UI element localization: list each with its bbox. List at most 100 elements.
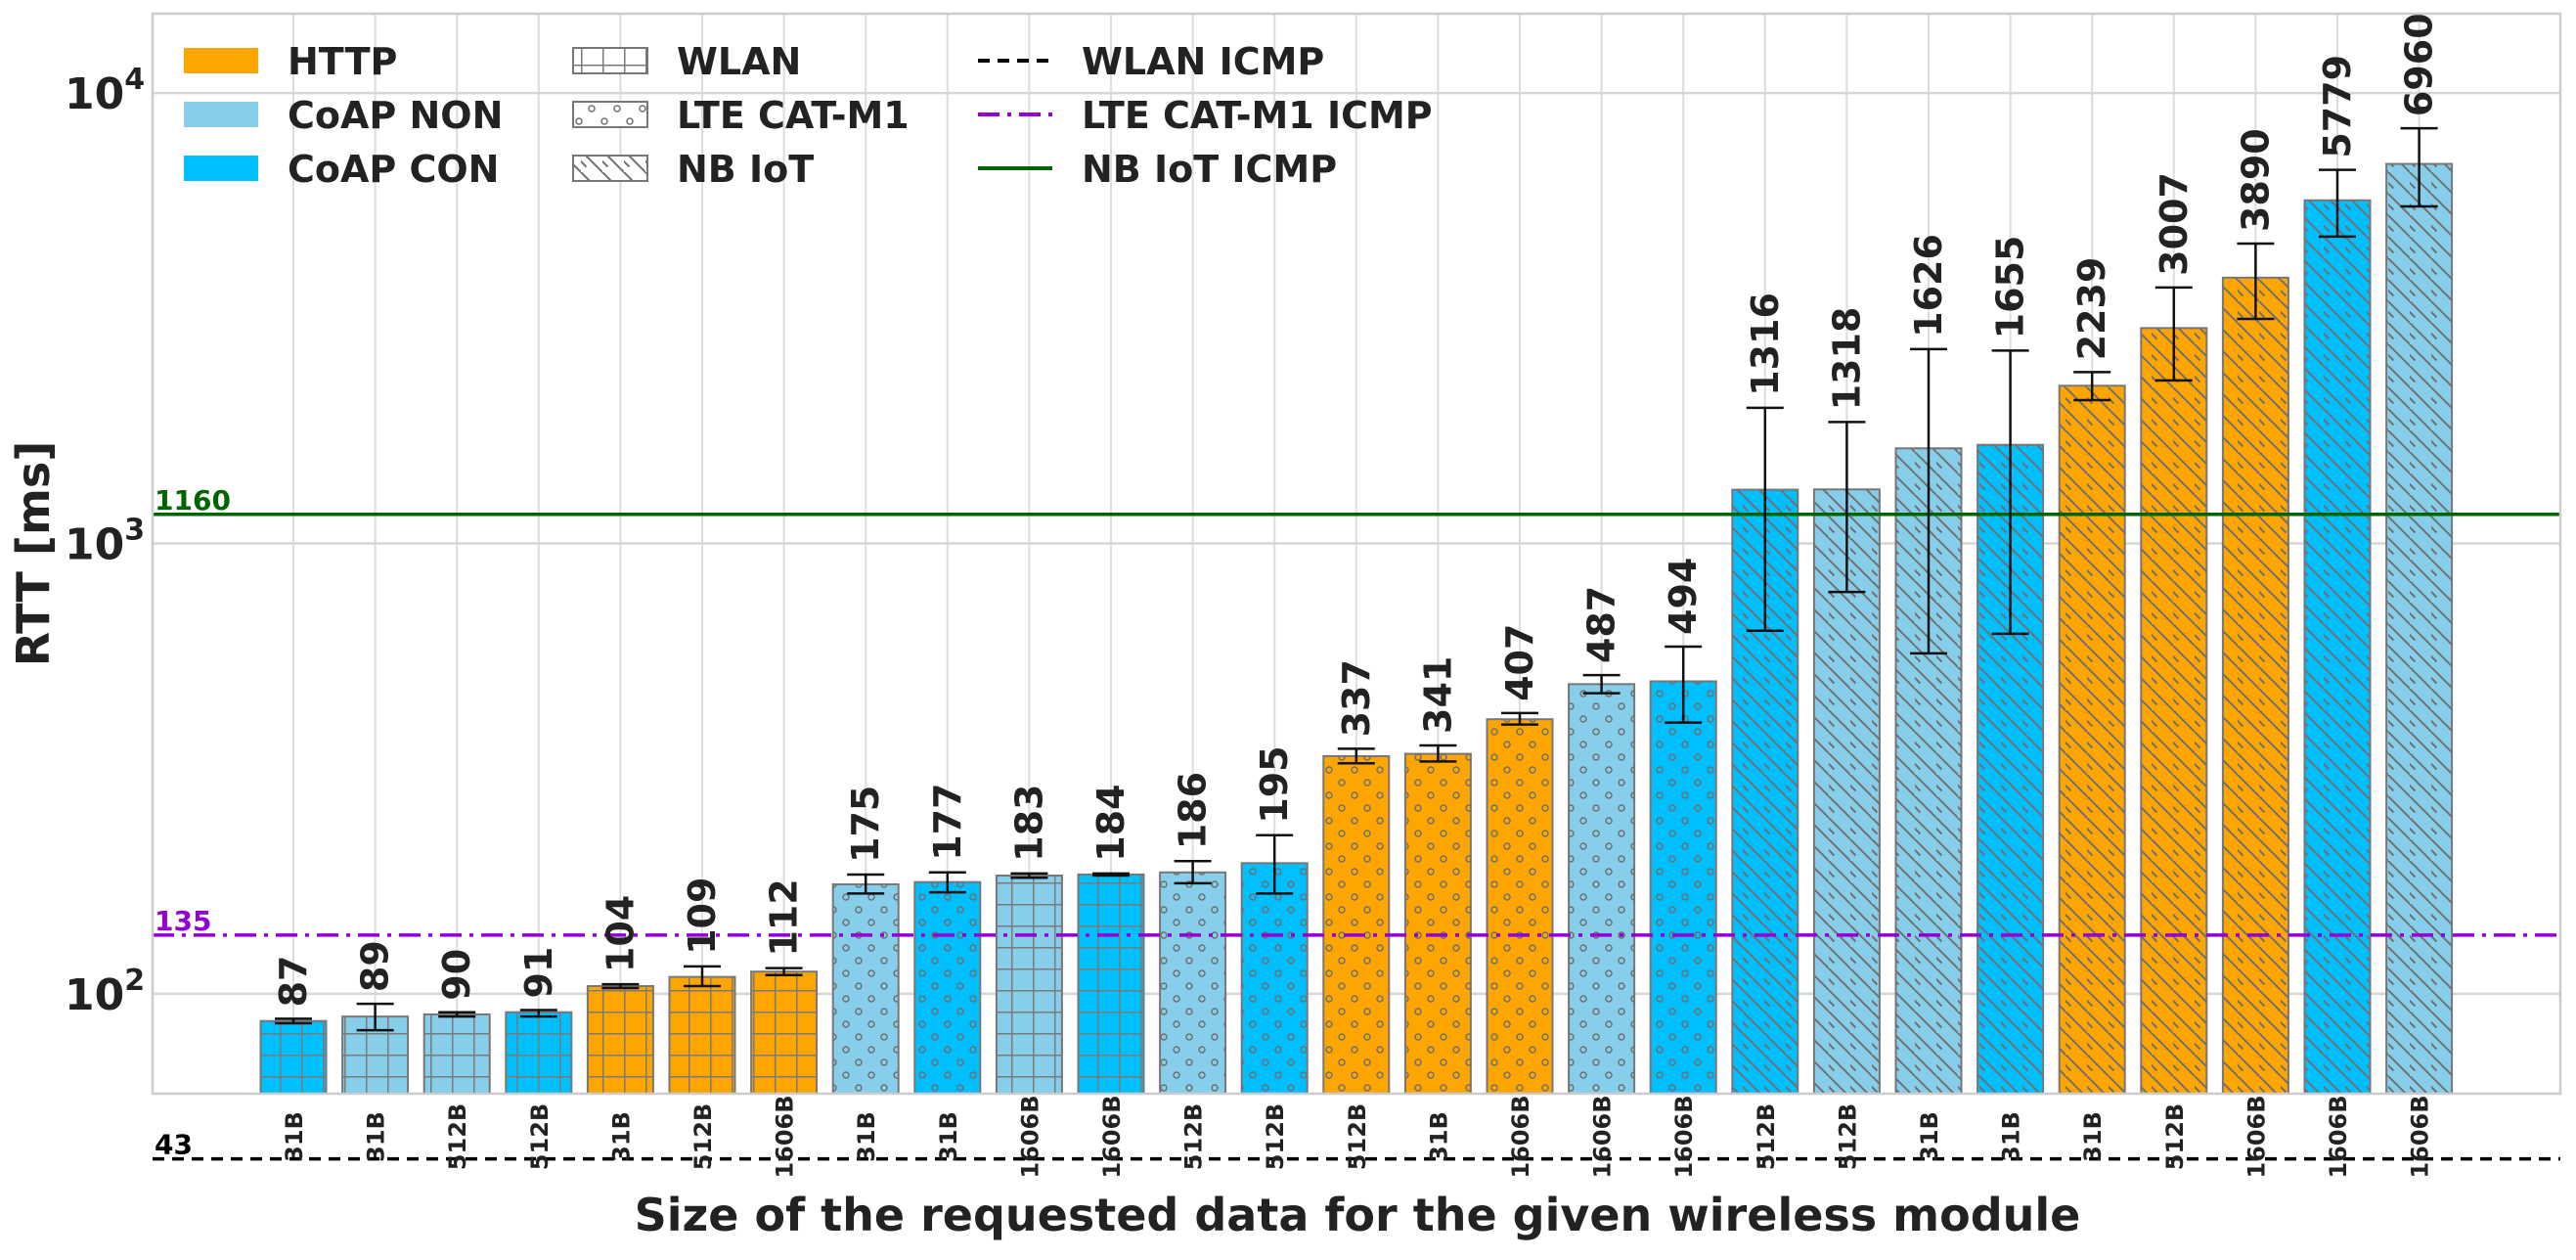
bar-value-label: 183 [1007, 785, 1050, 862]
bar-9 [913, 880, 982, 1096]
legend: HTTP CoAP NON CoAP CON WLAN LTE CAT-M1 NB IoT… [184, 40, 1433, 191]
legend-label-http: HTTP [288, 40, 397, 83]
bar-value-label: 112 [763, 878, 806, 956]
x-tick-label: 31B [1916, 1111, 1943, 1162]
bar-pattern [1323, 755, 1390, 1094]
error-bar-6 [684, 965, 721, 988]
x-tick-label: 1606B [1098, 1095, 1126, 1178]
error-bar-18 [1665, 645, 1703, 724]
x-tick-label: 1606B [2407, 1095, 2434, 1178]
bar-pattern [1404, 753, 1471, 1094]
x-tick-label: 1606B [2243, 1095, 2270, 1178]
error-bars-layer [275, 126, 2438, 1032]
legend-swatch-wlan [572, 47, 648, 74]
error-bar-13 [1256, 833, 1294, 895]
y-axis-title: RTT [ms] [7, 441, 60, 667]
x-tick-label: 512B [1753, 1103, 1780, 1170]
bar-value-label: 2239 [2070, 257, 2113, 361]
bar-4 [505, 1011, 573, 1095]
legend-label-nb-iot-icmp: NB IoT ICMP [1082, 148, 1337, 191]
error-bar-14 [1337, 747, 1375, 765]
legend-swatch-nb-iot [572, 155, 648, 182]
reference-lines-layer: 43 135 1160 [153, 484, 2560, 1161]
error-bar-15 [1419, 743, 1457, 763]
error-bar-23 [2073, 371, 2111, 402]
error-bar-10 [1010, 872, 1048, 879]
error-bar-4 [519, 1009, 557, 1018]
x-tick-label: 1606B [1507, 1095, 1534, 1178]
x-tick-label: 1606B [1589, 1095, 1617, 1178]
bar-value-label: 1316 [1744, 292, 1787, 396]
x-tick-label: 512B [1834, 1103, 1861, 1170]
error-bar-2 [356, 1002, 394, 1032]
x-tick-label: 31B [935, 1111, 962, 1162]
x-tick-label: 1606B [772, 1095, 799, 1178]
bar-1 [259, 1019, 328, 1095]
bar-26 [2303, 199, 2372, 1095]
bar-pattern [751, 971, 818, 1094]
bar-pattern [996, 876, 1062, 1094]
bar-value-label: 341 [1416, 656, 1459, 734]
bar-15 [1403, 752, 1472, 1095]
ref-line-label-wlan-icmp: 43 [155, 1129, 193, 1161]
error-bar-7 [765, 967, 803, 977]
legend-label-nb-iot: NB IoT [677, 148, 814, 191]
bar-pattern [1650, 681, 1716, 1094]
bar-value-label: 1318 [1825, 307, 1868, 411]
legend-label-wlan-icmp: WLAN ICMP [1082, 40, 1324, 83]
error-bar-22 [1991, 349, 2029, 636]
error-bar-24 [2154, 286, 2193, 382]
x-tick-label: 512B [689, 1103, 717, 1170]
x-tick-label: 512B [526, 1103, 554, 1170]
bar-value-label: 177 [926, 783, 969, 860]
x-tick-label: 512B [1180, 1103, 1208, 1170]
ref-line-label-nb-iot-icmp: 1160 [155, 484, 231, 517]
bar-value-label: 195 [1253, 745, 1296, 823]
error-bar-20 [1828, 421, 1866, 594]
error-bar-16 [1501, 711, 1538, 726]
error-bar-21 [1910, 347, 1947, 655]
x-tick-label: 31B [1998, 1111, 2025, 1162]
bar-pattern [2304, 200, 2371, 1094]
error-bar-5 [601, 982, 640, 990]
bar-11 [1077, 873, 1145, 1095]
bar-pattern [669, 976, 735, 1094]
error-bar-25 [2237, 242, 2275, 321]
bar-value-label: 186 [1172, 772, 1215, 849]
error-bar-26 [2319, 168, 2356, 239]
error-bar-19 [1746, 406, 1784, 632]
bar-pattern [1078, 874, 1144, 1094]
error-bar-9 [928, 871, 966, 894]
x-tick-label: 1606B [1016, 1095, 1044, 1178]
bar-5 [586, 985, 654, 1095]
error-bar-11 [1092, 872, 1130, 878]
bar-pattern [260, 1020, 327, 1094]
bar-value-label: 89 [354, 940, 397, 992]
bar-2 [341, 1015, 410, 1095]
legend-swatch-http [184, 48, 258, 73]
legend-label-lte-cat-m1: LTE CAT-M1 [677, 94, 910, 137]
bar-23 [2058, 384, 2126, 1095]
bar-value-label: 109 [681, 878, 724, 955]
bar-value-label: 1655 [1989, 236, 2032, 339]
bar-pattern [832, 883, 899, 1094]
x-tick-label: 31B [2079, 1111, 2107, 1162]
x-tick-label: 31B [281, 1111, 308, 1162]
bar-pattern [2141, 328, 2207, 1094]
x-tick-label: 512B [2161, 1103, 2189, 1170]
x-tick-label: 512B [444, 1103, 471, 1170]
bar-6 [668, 975, 736, 1095]
x-tick-label: 31B [1425, 1111, 1452, 1162]
bar-value-label: 184 [1089, 785, 1133, 862]
error-bar-12 [1174, 860, 1212, 885]
error-bar-8 [847, 873, 885, 895]
bar-16 [1486, 718, 1554, 1095]
bar-pattern [2059, 385, 2125, 1094]
bar-value-label: 407 [1498, 624, 1541, 701]
bar-24 [2140, 327, 2208, 1095]
x-axis-title: Size of the requested data for the given… [635, 1189, 2081, 1241]
bar-value-label: 90 [435, 949, 478, 1001]
bar-value-label: 3007 [2153, 172, 2196, 276]
legend-label-coap-con: CoAP CON [288, 148, 499, 191]
